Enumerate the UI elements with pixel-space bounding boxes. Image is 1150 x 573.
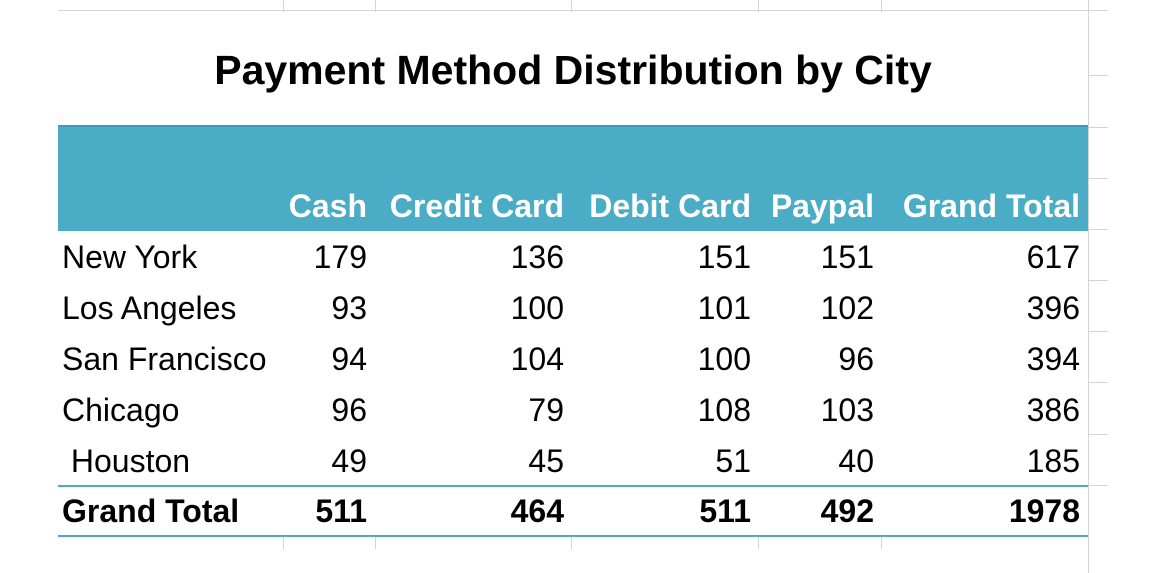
sheet-gridline (1088, 178, 1108, 179)
cell-paypal[interactable]: 103 (820, 392, 874, 428)
table-row: San Francisco 94 104 100 96 394 (58, 334, 1088, 385)
cell-debit-card[interactable]: 511 (699, 493, 751, 529)
pivot-header (58, 125, 1088, 231)
column-header-cash[interactable]: Cash (288, 188, 367, 224)
sheet-gridline (1088, 434, 1108, 435)
sheet-gridline (571, 0, 572, 12)
cell-credit-card[interactable]: 45 (528, 443, 564, 479)
cell-debit-card[interactable]: 108 (697, 392, 751, 428)
row-label[interactable]: New York (62, 239, 198, 275)
column-header-debit-card[interactable]: Debit Card (589, 188, 751, 224)
cell-cash[interactable]: 179 (313, 239, 367, 275)
sheet-gridline (283, 537, 284, 549)
sheet-gridline (1088, 229, 1108, 230)
sheet-gridline (1088, 75, 1108, 76)
cell-paypal[interactable]: 96 (838, 341, 874, 377)
row-label[interactable]: Houston (62, 443, 191, 479)
cell-debit-card[interactable]: 151 (697, 239, 751, 275)
column-header-paypal[interactable]: Paypal (770, 188, 874, 224)
column-header-credit-card[interactable]: Credit Card (389, 188, 564, 224)
sheet-gridline (283, 0, 284, 12)
sheet-gridline (881, 0, 882, 12)
sheet-top-gridline (58, 0, 1108, 11)
cell-debit-card[interactable]: 101 (697, 290, 751, 326)
sheet-gridline (881, 537, 882, 549)
row-label[interactable]: Grand Total (62, 493, 240, 529)
cell-grand-total[interactable]: 1978 (1008, 493, 1080, 529)
cell-credit-card[interactable]: 100 (510, 290, 564, 326)
table-row: Los Angeles 93 100 101 102 396 (58, 283, 1088, 334)
sheet-gridline (758, 0, 759, 12)
cell-credit-card[interactable]: 464 (510, 493, 564, 529)
column-header-grand-total[interactable]: Grand Total (902, 188, 1080, 224)
table-title: Payment Method Distribution by City (58, 38, 1088, 102)
cell-paypal[interactable]: 492 (820, 493, 874, 529)
cell-paypal[interactable]: 102 (820, 290, 874, 326)
cell-debit-card[interactable]: 51 (715, 443, 751, 479)
sheet-gridline (1088, 331, 1108, 332)
grand-total-row: Grand Total 511 464 511 492 1978 (58, 486, 1088, 537)
cell-debit-card[interactable]: 100 (697, 341, 751, 377)
total-rule-top (58, 485, 1088, 487)
table-row: Chicago 96 79 108 103 386 (58, 385, 1088, 436)
cell-cash[interactable]: 511 (315, 493, 367, 529)
row-label[interactable]: Chicago (62, 392, 180, 428)
sheet-gridline (375, 537, 376, 549)
sheet-gridline (1088, 280, 1108, 281)
cell-grand-total[interactable]: 396 (1026, 290, 1080, 326)
sheet-gridline (758, 537, 759, 549)
cell-paypal[interactable]: 151 (820, 239, 874, 275)
cell-credit-card[interactable]: 79 (528, 392, 564, 428)
cell-cash[interactable]: 96 (331, 392, 367, 428)
cell-credit-card[interactable]: 104 (510, 341, 564, 377)
sheet-gridline (571, 537, 572, 549)
sheet-gridline (1088, 0, 1089, 573)
table-row: Houston 49 45 51 40 185 (58, 436, 1088, 487)
total-rule-bottom (58, 535, 1088, 537)
cell-cash[interactable]: 49 (331, 443, 367, 479)
row-label[interactable]: Los Angeles (62, 290, 237, 326)
sheet-gridline (1088, 127, 1108, 128)
cell-cash[interactable]: 93 (331, 290, 367, 326)
cell-paypal[interactable]: 40 (838, 443, 874, 479)
cell-grand-total[interactable]: 386 (1026, 392, 1080, 428)
cell-credit-card[interactable]: 136 (510, 239, 564, 275)
table-row: New York 179 136 151 151 617 (58, 232, 1088, 283)
sheet-gridline (375, 0, 376, 12)
row-label[interactable]: San Francisco (62, 341, 267, 377)
cell-cash[interactable]: 94 (331, 341, 367, 377)
sheet-gridline (1088, 382, 1108, 383)
cell-grand-total[interactable]: 617 (1026, 239, 1080, 275)
cell-grand-total[interactable]: 185 (1026, 443, 1080, 479)
sheet-gridline (1088, 485, 1108, 486)
cell-grand-total[interactable]: 394 (1026, 341, 1080, 377)
